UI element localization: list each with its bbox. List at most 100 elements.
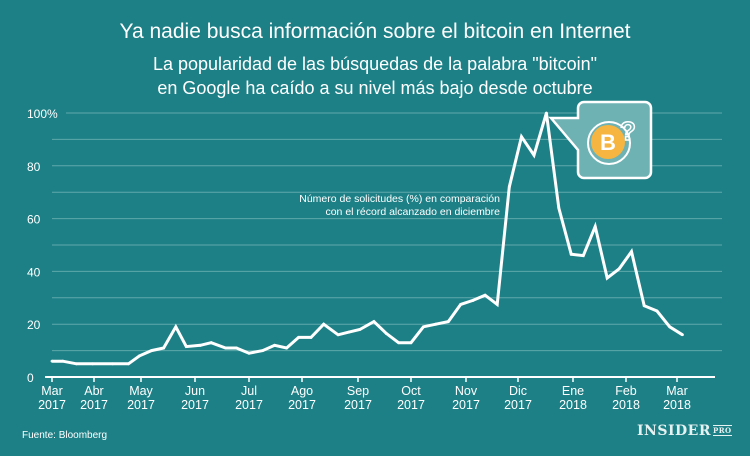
data-point — [224, 346, 228, 350]
x-tick-label: 2018 — [612, 398, 640, 412]
logo-suffix: PRO — [712, 425, 732, 436]
x-tick-label: Jul — [241, 384, 257, 398]
annotation-line-2: con el récord alcanzado en diciembre — [325, 206, 500, 218]
x-tick-label: Mar — [41, 384, 63, 398]
data-point — [434, 322, 438, 326]
data-point — [384, 332, 388, 335]
subtitle-line-2: en Google ha caído a su nivel más bajo d… — [157, 78, 593, 98]
data-point — [138, 354, 141, 358]
data-point — [655, 309, 659, 313]
y-tick-label: 80 — [27, 160, 41, 174]
data-point — [409, 341, 413, 345]
x-tick-label: Abr — [84, 384, 103, 398]
data-point — [593, 225, 597, 228]
x-tick-label: Jun — [185, 384, 205, 398]
subtitle-line-1: La popularidad de las búsquedas de la pa… — [152, 54, 598, 74]
data-point — [471, 299, 475, 302]
x-axis-ticks: Mar2017Abr2017May2017Jun2017Jul2017Ago20… — [38, 377, 691, 412]
data-point — [127, 362, 130, 366]
data-point — [74, 362, 78, 366]
data-point — [605, 276, 609, 280]
data-point — [532, 153, 536, 157]
x-tick-label: Nov — [455, 384, 478, 398]
x-tick-label: 2017 — [38, 398, 66, 412]
data-point — [150, 349, 153, 352]
data-point — [446, 320, 450, 323]
y-tick-label: 100% — [27, 107, 58, 121]
data-points — [50, 111, 684, 366]
data-point — [111, 362, 115, 366]
bitcoin-question-icon: B ? — [548, 100, 653, 180]
chart-annotation: Número de solicitudes (%) en comparación… — [270, 193, 500, 219]
svg-text:?: ? — [620, 116, 636, 146]
data-point — [520, 135, 523, 139]
y-tick-label: 60 — [27, 213, 41, 227]
x-tick-label: 2017 — [181, 398, 209, 412]
data-point — [581, 254, 585, 257]
data-point — [569, 252, 573, 256]
x-tick-label: Ago — [291, 384, 313, 398]
source-note: Fuente: Bloomberg — [22, 430, 108, 441]
x-tick-label: Ene — [562, 384, 584, 398]
x-tick-label: 2017 — [452, 398, 480, 412]
data-point — [347, 330, 351, 334]
data-point — [336, 333, 340, 337]
data-point — [273, 343, 277, 347]
data-point — [668, 325, 672, 329]
x-tick-label: Sep — [347, 384, 369, 398]
x-tick-label: Dic — [509, 384, 527, 398]
x-tick-label: 2017 — [235, 398, 263, 412]
x-tick-label: 2018 — [663, 398, 691, 412]
data-point — [247, 351, 251, 355]
x-tick-label: 2017 — [344, 398, 372, 412]
data-point — [495, 303, 499, 306]
chart-subtitle: La popularidad de las búsquedas de la pa… — [0, 52, 750, 100]
data-point — [209, 341, 213, 345]
data-point — [397, 341, 401, 345]
data-point — [681, 333, 684, 337]
data-point — [322, 322, 326, 326]
logo-text: INSIDER — [637, 423, 711, 439]
x-tick-label: Oct — [401, 384, 421, 398]
x-tick-label: Mar — [666, 384, 688, 398]
x-tick-label: 2017 — [288, 398, 316, 412]
insider-pro-logo: INSIDER PRO — [637, 423, 732, 439]
data-point — [199, 343, 202, 347]
data-point — [285, 346, 289, 350]
data-point — [91, 362, 95, 366]
data-point — [261, 349, 265, 352]
x-tick-label: 2017 — [504, 398, 532, 412]
x-tick-label: May — [129, 384, 153, 398]
data-point — [358, 328, 362, 331]
y-tick-label: 0 — [27, 371, 34, 385]
data-point — [557, 206, 561, 210]
data-point — [544, 111, 548, 115]
data-point — [372, 320, 376, 323]
data-point — [297, 336, 300, 339]
x-tick-label: 2018 — [559, 398, 587, 412]
data-point — [50, 359, 54, 363]
data-point — [507, 185, 511, 189]
x-tick-label: 2017 — [397, 398, 425, 412]
data-point — [630, 250, 633, 254]
y-axis-ticks: 0 20 40 60 80 100% — [27, 107, 58, 385]
x-tick-label: 2017 — [80, 398, 108, 412]
data-point — [309, 336, 313, 339]
y-tick-label: 40 — [27, 265, 41, 279]
data-point — [642, 304, 646, 308]
svg-text:B: B — [600, 130, 616, 155]
data-point — [422, 325, 425, 329]
data-point — [184, 345, 188, 349]
data-point — [483, 293, 487, 297]
data-point — [459, 303, 463, 306]
annotation-line-1: Número de solicitudes (%) en comparación — [299, 193, 500, 205]
data-point — [235, 346, 238, 350]
data-point — [61, 359, 65, 363]
x-tick-label: 2017 — [127, 398, 155, 412]
y-tick-label: 20 — [27, 318, 41, 332]
data-point — [617, 267, 621, 271]
data-point — [174, 325, 178, 329]
x-tick-label: Feb — [615, 384, 637, 398]
data-point — [162, 346, 166, 350]
